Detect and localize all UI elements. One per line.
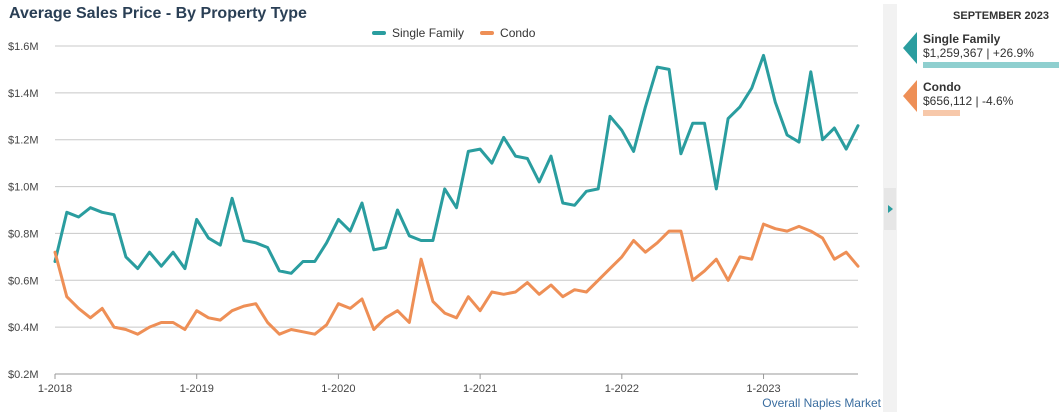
y-tick-label: $1.4M	[8, 88, 39, 100]
x-tick-label: 1-2022	[605, 383, 639, 395]
x-axis-ticks: 1-2018 1-2019 1-2020 1-2021 1-2022 1-2023	[38, 374, 781, 395]
y-tick-label: $0.8M	[8, 228, 39, 240]
legend-swatch-condo	[480, 31, 495, 35]
legend-item-condo[interactable]: Condo	[480, 26, 535, 40]
summary-item-value: $1,259,367 | +26.9%	[923, 46, 1034, 60]
summary-item-bar	[923, 110, 960, 116]
summary-item-bar	[923, 62, 1059, 68]
summary-item-value: $656,112 | -4.6%	[923, 94, 1014, 108]
legend-item-single-family[interactable]: Single Family	[372, 26, 464, 40]
summary-panel: SEPTEMBER 2023	[897, 0, 1059, 414]
x-tick-label: 1-2023	[746, 383, 780, 395]
y-tick-label: $1.0M	[8, 182, 39, 194]
series-line-single-family[interactable]	[53, 53, 860, 275]
y-axis-ticks: $0.2M $0.4M $0.6M $0.8M $1.0M $1.2M $1.4M $1.6M	[8, 41, 39, 381]
summary-month: SEPTEMBER 2023	[953, 10, 1049, 22]
legend-swatch-single-family	[372, 31, 386, 35]
chart-legend: Single Family Condo	[372, 26, 535, 40]
summary-item-name: Single Family	[923, 32, 1001, 46]
panel-toggle-button[interactable]	[884, 188, 896, 230]
y-tick-label: $1.6M	[8, 41, 39, 53]
y-tick-label: $0.2M	[8, 369, 39, 381]
chevron-right-icon	[887, 205, 893, 213]
pointer-marker-icon	[903, 32, 917, 64]
legend-label-single-family: Single Family	[392, 26, 465, 40]
y-tick-label: $1.2M	[8, 135, 39, 147]
y-tick-label: $0.4M	[8, 322, 39, 334]
overall-market-link[interactable]: Overall Naples Market	[762, 396, 881, 410]
legend-label-condo: Condo	[500, 26, 536, 40]
series-lines	[53, 53, 860, 336]
gridlines	[55, 45, 858, 375]
line-chart: $0.2M $0.4M $0.6M $0.8M $1.0M $1.2M $1.4M $1.6M…	[8, 41, 860, 395]
pointer-marker-icon	[903, 80, 917, 112]
x-tick-label: 1-2018	[38, 383, 72, 395]
series-line-condo[interactable]	[53, 222, 860, 336]
x-tick-label: 1-2020	[321, 383, 355, 395]
summary-item-name: Condo	[923, 80, 961, 94]
chart-title: Average Sales Price - By Property Type	[9, 5, 307, 22]
x-tick-label: 1-2019	[180, 383, 214, 395]
x-tick-label: 1-2021	[463, 383, 497, 395]
y-tick-label: $0.6M	[8, 275, 39, 287]
